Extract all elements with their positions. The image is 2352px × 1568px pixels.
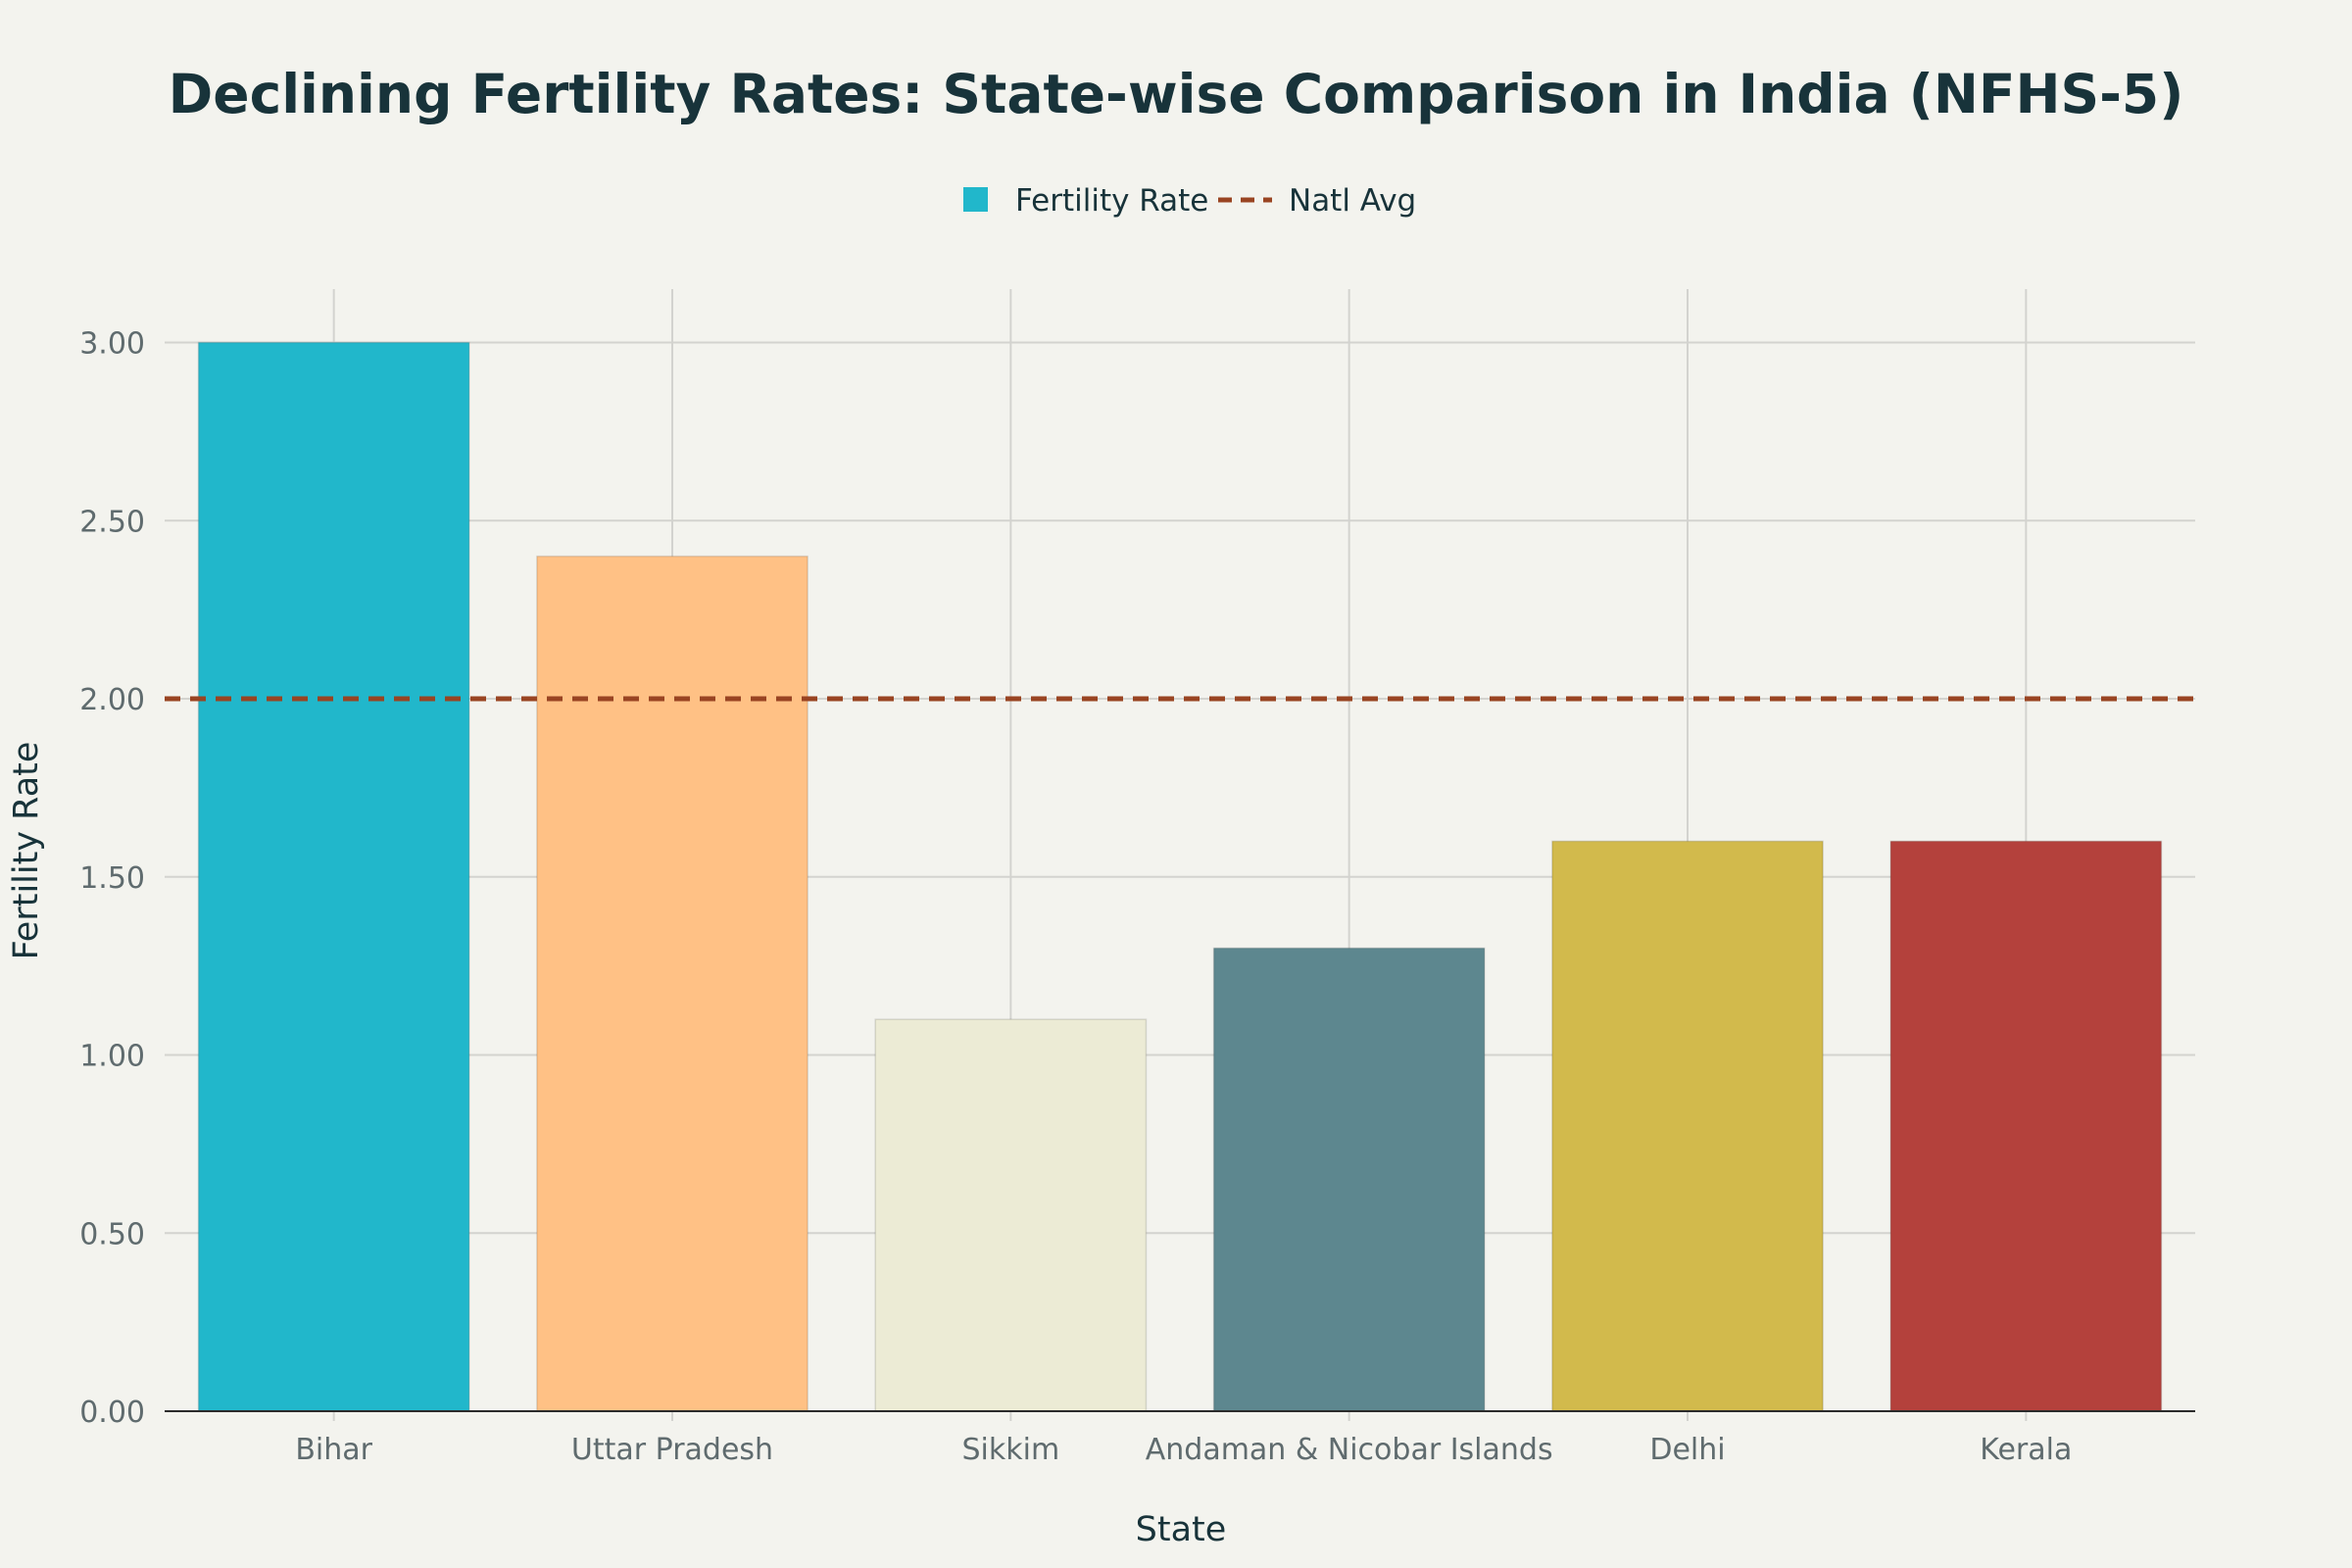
y-tick-label: 1.50 [79, 861, 145, 896]
y-tick-label: 1.00 [79, 1040, 145, 1074]
x-tick-label: Delhi [1649, 1433, 1725, 1467]
legend[interactable]: Fertility Rate Natl Avg [963, 183, 1416, 219]
x-tick-label: Andaman & Nicobar Islands [1146, 1433, 1553, 1467]
legend-label-fertility-rate[interactable]: Fertility Rate [1015, 183, 1208, 219]
x-tick-label: Uttar Pradesh [571, 1433, 773, 1467]
bars [197, 341, 2163, 1412]
bar-sikkim[interactable] [874, 1018, 1148, 1412]
x-axis-title: State [1136, 1510, 1227, 1549]
x-tick-label: Kerala [1980, 1433, 2072, 1467]
x-tick-label: Bihar [295, 1433, 372, 1467]
chart-title: Declining Fertility Rates: State-wise Co… [169, 63, 2184, 125]
legend-swatch-fertility-rate[interactable] [963, 187, 988, 212]
x-tick-label: Sikkim [961, 1433, 1059, 1467]
legend-label-natl-avg[interactable]: Natl Avg [1289, 183, 1416, 219]
bar-uttar-pradesh[interactable] [536, 555, 808, 1412]
axes: 0.00 0.50 1.00 1.50 2.00 2.50 3.00 Bihar Uttar P… [79, 327, 2195, 1467]
y-tick-label: 2.50 [79, 505, 145, 539]
bar-delhi[interactable] [1551, 840, 1824, 1412]
y-axis-title: Fertility Rate [7, 742, 46, 960]
y-tick-label: 2.00 [79, 683, 145, 717]
bar-kerala[interactable] [1889, 840, 2163, 1412]
y-tick-label: 0.00 [79, 1396, 145, 1430]
y-tick-label: 0.50 [79, 1217, 145, 1251]
y-tick-label: 3.00 [79, 327, 145, 362]
bar-andaman-nicobar-islands[interactable] [1212, 947, 1486, 1412]
bar-bihar[interactable] [197, 341, 470, 1412]
